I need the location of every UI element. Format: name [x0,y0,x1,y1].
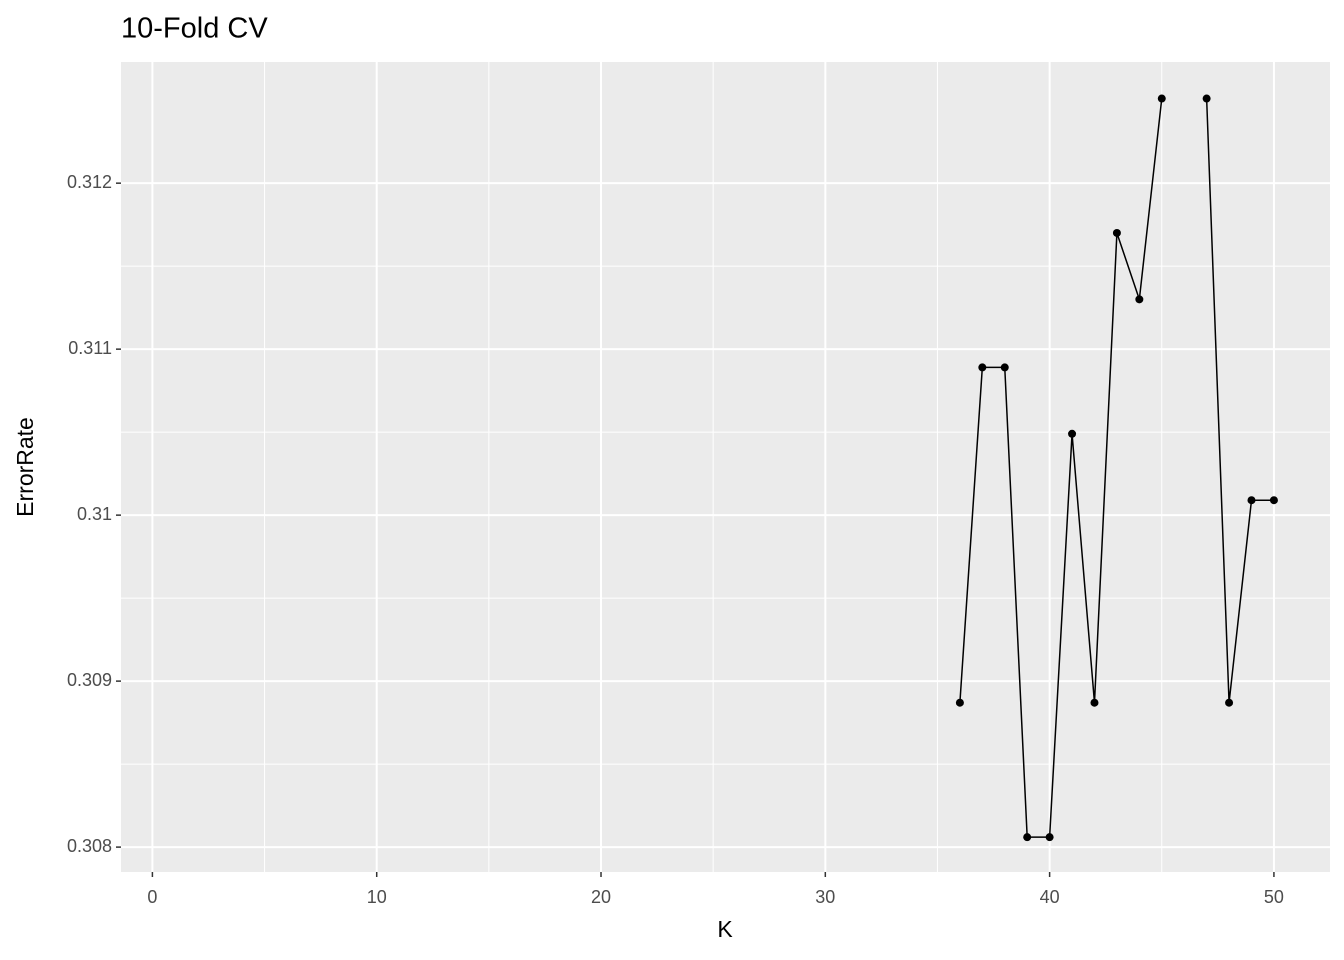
x-tick-label: 30 [815,887,835,907]
point [1135,295,1144,304]
point [1202,94,1211,103]
chart-title: 10-Fold CV [121,13,268,45]
y-axis-title: ErrorRate [12,417,38,517]
point [955,698,964,707]
x-tick-label: 40 [1040,887,1060,907]
x-tick-label: 0 [147,887,157,907]
point [1090,698,1099,707]
point [978,363,987,372]
y-tick-label: 0.31 [77,504,112,524]
point [1045,833,1054,842]
point [1068,429,1077,438]
point [1112,228,1121,237]
x-tick-label: 50 [1264,887,1284,907]
point [1157,94,1166,103]
point [1000,363,1009,372]
y-tick-label: 0.309 [67,670,112,690]
y-tick-label: 0.312 [67,172,112,192]
y-tick-label: 0.311 [68,338,112,358]
plot-panel [121,62,1330,872]
x-tick-label: 10 [367,887,387,907]
point [1247,496,1256,505]
x-tick-label: 20 [591,887,611,907]
x-axis-title: K [717,916,733,942]
line [959,98,1274,838]
point [1225,698,1234,707]
y-tick-label: 0.308 [67,836,112,856]
point [1269,496,1278,505]
point [1023,833,1032,842]
